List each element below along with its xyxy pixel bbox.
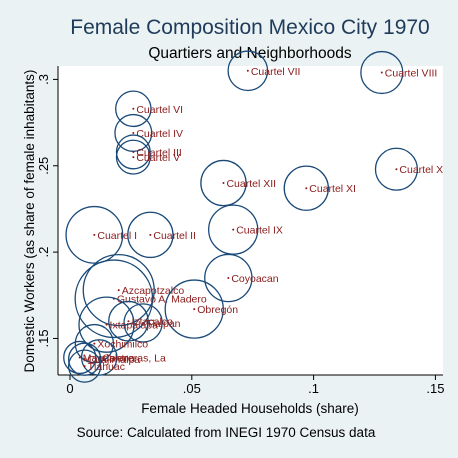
- bubble-marker: [74, 259, 154, 339]
- x-axis-label: Female Headed Households (share): [141, 401, 359, 416]
- y-axis-label: Domestic Workers (as share of female inh…: [22, 70, 37, 373]
- bubble-marker: [208, 204, 259, 255]
- chart-subtitle: Quartiers and Neighborhoods: [148, 45, 352, 62]
- point-label: Ixtapalapa: [110, 320, 159, 332]
- point-dot: [227, 277, 230, 280]
- point-label: Cuartel IX: [236, 225, 283, 237]
- point-dot: [93, 233, 96, 236]
- data-points: Cuartel VII Cuartel VIII Cuartel VI Cuartel…: [63, 50, 443, 383]
- bubble-marker: [227, 50, 269, 92]
- y-tick-label: .2: [36, 247, 51, 258]
- bubble-marker: [115, 139, 151, 175]
- point-dot: [117, 289, 120, 292]
- point-label: Tlahuac: [88, 361, 125, 373]
- point-dot: [78, 356, 81, 359]
- point-dot: [132, 131, 135, 134]
- bubble-marker: [200, 159, 247, 207]
- point-label: Cuartel VII: [251, 66, 301, 78]
- bubble-marker: [82, 253, 155, 327]
- point-dot: [83, 365, 86, 368]
- chart-title: Female Composition Mexico City 1970: [70, 16, 429, 39]
- bubble-marker: [115, 90, 152, 128]
- point-label: Cuartel XII: [226, 178, 276, 190]
- bubble-marker: [78, 296, 135, 353]
- bubble-marker: [374, 147, 419, 191]
- point-dot: [193, 308, 196, 311]
- point-dot: [127, 320, 130, 323]
- bubble-marker: [80, 339, 118, 376]
- point-label: Cuartel IV: [136, 128, 183, 140]
- point-label: Tlalpan: [146, 318, 181, 330]
- bubble-marker: [67, 349, 102, 383]
- point-label: Contreras, La: [102, 352, 166, 364]
- point-dot: [93, 342, 96, 345]
- x-tick-label: .05: [183, 381, 201, 396]
- point-dot: [105, 323, 108, 326]
- point-dot: [222, 182, 225, 185]
- bubble-marker: [283, 165, 330, 211]
- bubble-marker: [360, 50, 404, 95]
- point-dot: [142, 321, 145, 324]
- point-dot: [395, 168, 398, 171]
- y-ticks: .15 .2 .25 .3: [36, 74, 58, 347]
- bubble-marker: [115, 134, 151, 170]
- y-tick-label: .25: [36, 157, 51, 175]
- point-label: Cuartel II: [153, 230, 196, 242]
- point-dot: [246, 69, 249, 72]
- point-dot: [132, 150, 135, 153]
- bubble-marker: [67, 342, 102, 376]
- point-label: Cuartel XI: [309, 183, 356, 195]
- point-label: Cuartel V: [136, 152, 180, 164]
- bubble-marker: [123, 303, 163, 343]
- point-dot: [132, 107, 135, 110]
- point-dot: [232, 228, 235, 231]
- x-tick-label: .1: [308, 381, 319, 396]
- point-label: Obregón: [197, 304, 238, 316]
- y-tick-label: .15: [36, 329, 51, 347]
- bubble-marker: [65, 205, 124, 264]
- source-note: Source: Calculated from INEGI 1970 Censu…: [77, 425, 376, 440]
- point-label: Gustavo A. Madero: [117, 294, 207, 306]
- x-tick-label: .15: [426, 381, 444, 396]
- point-dot: [132, 156, 135, 159]
- point-dot: [380, 71, 383, 74]
- point-dot: [305, 187, 308, 190]
- x-tick-label: 0: [66, 381, 73, 396]
- y-tick-label: .3: [36, 74, 51, 85]
- point-dot: [83, 358, 86, 361]
- point-label: Cuartel VIII: [385, 68, 438, 80]
- point-label: Cuartel VI: [136, 104, 183, 116]
- point-dot: [149, 233, 152, 236]
- point-label: Cuartel I: [97, 230, 137, 242]
- point-label: Xochimilco: [97, 339, 148, 351]
- bubble-marker: [204, 253, 253, 303]
- bubble-marker: [164, 279, 224, 339]
- bubble-marker: [127, 211, 174, 259]
- point-label: Coyoacan: [231, 273, 278, 285]
- x-ticks: 0 .05 .1 .15: [66, 375, 444, 396]
- point-label: Cuartel X: [399, 164, 443, 176]
- bubble-marker: [63, 340, 97, 375]
- plot-area: [58, 66, 443, 375]
- point-label: Cuartel III: [136, 147, 182, 159]
